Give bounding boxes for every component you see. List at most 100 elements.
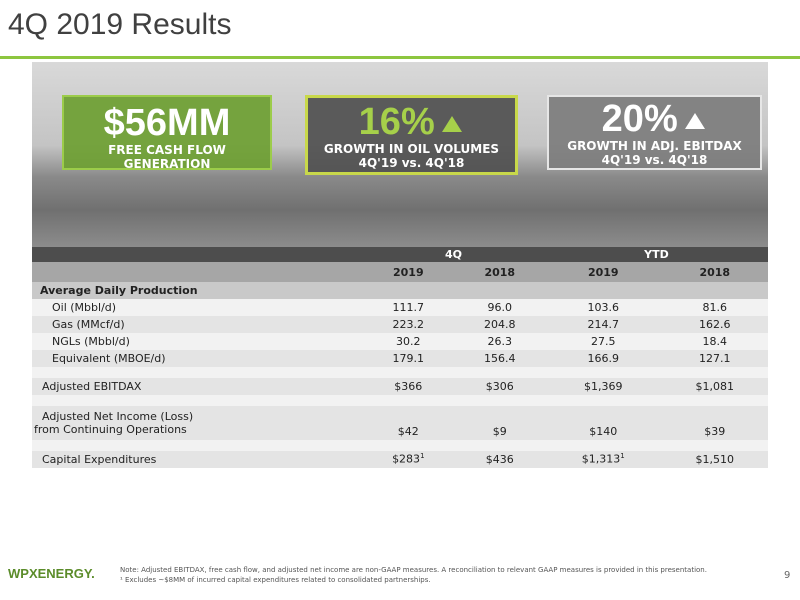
value-cell: $140 (544, 406, 662, 440)
year-row: 2019 2018 2019 2018 (32, 262, 768, 282)
spacer-row (32, 367, 768, 378)
data-row: Capital Expenditures $2831 $436 $1,3131 $1,5… (32, 451, 768, 468)
value-text: 96.0 (487, 301, 513, 314)
value-cell: 18.4 (661, 333, 768, 350)
page-number: 9 (784, 570, 791, 581)
data-row: Adjusted EBITDAX $366 $306 $1,369 $1,081 (32, 378, 768, 395)
blank-cell (32, 440, 768, 451)
highlight-value: 16% (358, 101, 435, 143)
value-text: $1,369 (584, 380, 623, 393)
blank-cell (32, 395, 768, 406)
row-label-line: from Continuing Operations (34, 423, 187, 436)
value-text: $306 (485, 380, 514, 393)
footnote: ¹ Excludes ~$8MM of incurred capital exp… (120, 576, 431, 584)
results-table: 4Q YTD 2019 2018 2019 2018 Average Daily Produ… (32, 247, 768, 468)
value-cell: 26.3 (454, 333, 545, 350)
row-label-line: Adjusted EBITDAX (42, 380, 142, 393)
blank-cell (32, 247, 362, 262)
value-text: 166.9 (587, 352, 620, 365)
group-header: 4Q (362, 247, 545, 262)
data-row: Oil (Mbbl/d) 111.7 96.0 103.6 81.6 (32, 299, 768, 316)
value-text: 223.2 (392, 318, 425, 331)
value-cell: $306 (454, 378, 545, 395)
highlight-caption: GROWTH IN OIL VOLUMES (323, 142, 500, 156)
value-cell: $1,369 (544, 378, 662, 395)
value-cell: $436 (454, 451, 545, 468)
year-header: 2019 (362, 262, 455, 282)
highlight-caption: 4Q'19 vs. 4Q'18 (358, 156, 465, 170)
value-cell: $2831 (362, 451, 455, 468)
value-cell: 223.2 (362, 316, 455, 333)
value-text: $1,081 (695, 380, 735, 393)
data-row: Adjusted Net Income (Loss) from Continuin… (32, 406, 768, 440)
logo: WPXENERGY. (8, 566, 95, 581)
value-cell: $1,510 (661, 451, 768, 468)
value-text: 214.7 (587, 318, 620, 331)
value-cell: 156.4 (454, 350, 545, 367)
year-header: 2018 (661, 262, 768, 282)
up-arrow (685, 113, 706, 129)
value-cell: $42 (362, 406, 455, 440)
value-text: 81.6 (702, 301, 728, 314)
highlight-box: $56MM FREE CASH FLOW GENERATION (62, 95, 272, 171)
highlight-caption: GROWTH IN ADJ. EBITDAX (567, 139, 742, 153)
value-cell: $39 (661, 406, 768, 440)
value-cell: $9 (454, 406, 545, 440)
value-cell: 127.1 (661, 350, 768, 367)
blank-cell (32, 367, 768, 378)
value-text: 127.1 (699, 352, 731, 365)
value-text: 26.3 (487, 335, 513, 348)
highlight-value: 20% (601, 98, 678, 140)
highlight-caption: FREE CASH FLOW GENERATION (108, 143, 226, 171)
value-cell: 27.5 (544, 333, 662, 350)
blank-cell (32, 262, 362, 282)
spacer-row (32, 395, 768, 406)
highlight-value: $56MM (103, 102, 231, 144)
highlight-caption: 4Q'19 vs. 4Q'18 (601, 153, 708, 167)
value-cell: 162.6 (661, 316, 768, 333)
value-cell: 214.7 (544, 316, 662, 333)
year-header: 2019 (544, 262, 662, 282)
row-label-line: Gas (MMcf/d) (52, 318, 125, 331)
title-rule (0, 56, 800, 59)
value-text: 103.6 (587, 301, 620, 314)
row-label: Capital Expenditures (32, 451, 362, 468)
year-header: 2018 (454, 262, 545, 282)
section-header: Average Daily Production (32, 282, 768, 299)
value-text: $39 (704, 425, 726, 438)
highlight-box: 20% GROWTH IN ADJ. EBITDAX 4Q'19 vs. 4Q'… (547, 95, 762, 170)
row-label-line: Adjusted Net Income (Loss) (42, 410, 194, 423)
value-text: 27.5 (591, 335, 616, 348)
value-cell: $1,081 (661, 378, 768, 395)
value-text: $42 (397, 425, 419, 438)
row-label-line: Equivalent (MBOE/d) (52, 352, 166, 365)
row-label: Adjusted EBITDAX (32, 378, 362, 395)
data-row: NGLs (Mbbl/d) 30.2 26.3 27.5 18.4 (32, 333, 768, 350)
row-label-line: NGLs (Mbbl/d) (52, 335, 130, 348)
value-text: 204.8 (484, 318, 516, 331)
value-text: 18.4 (702, 335, 728, 348)
value-cell: $1,3131 (544, 451, 662, 468)
up-arrow (442, 116, 463, 132)
value-text: $1,313 (581, 453, 621, 466)
value-cell: 103.6 (544, 299, 662, 316)
row-label-line: Oil (Mbbl/d) (52, 301, 117, 314)
group-header: YTD (544, 247, 768, 262)
section-row: Average Daily Production (32, 282, 768, 299)
row-label: Oil (Mbbl/d) (32, 299, 362, 316)
row-label: NGLs (Mbbl/d) (32, 333, 362, 350)
row-label-line: Capital Expenditures (42, 453, 157, 466)
value-cell: $366 (362, 378, 455, 395)
value-cell: 166.9 (544, 350, 662, 367)
row-label: Equivalent (MBOE/d) (32, 350, 362, 367)
data-row: Equivalent (MBOE/d) 179.1 156.4 166.9 127.1 (32, 350, 768, 367)
footnote: Note: Adjusted EBITDAX, free cash flow, … (120, 566, 707, 574)
value-cell: 179.1 (362, 350, 455, 367)
spacer-row (32, 440, 768, 451)
value-cell: 30.2 (362, 333, 455, 350)
footnote-marker: 1 (420, 452, 425, 461)
value-cell: 111.7 (362, 299, 455, 316)
highlight-box: 16% GROWTH IN OIL VOLUMES 4Q'19 vs. 4Q'1… (305, 95, 518, 175)
value-text: 162.6 (699, 318, 731, 331)
